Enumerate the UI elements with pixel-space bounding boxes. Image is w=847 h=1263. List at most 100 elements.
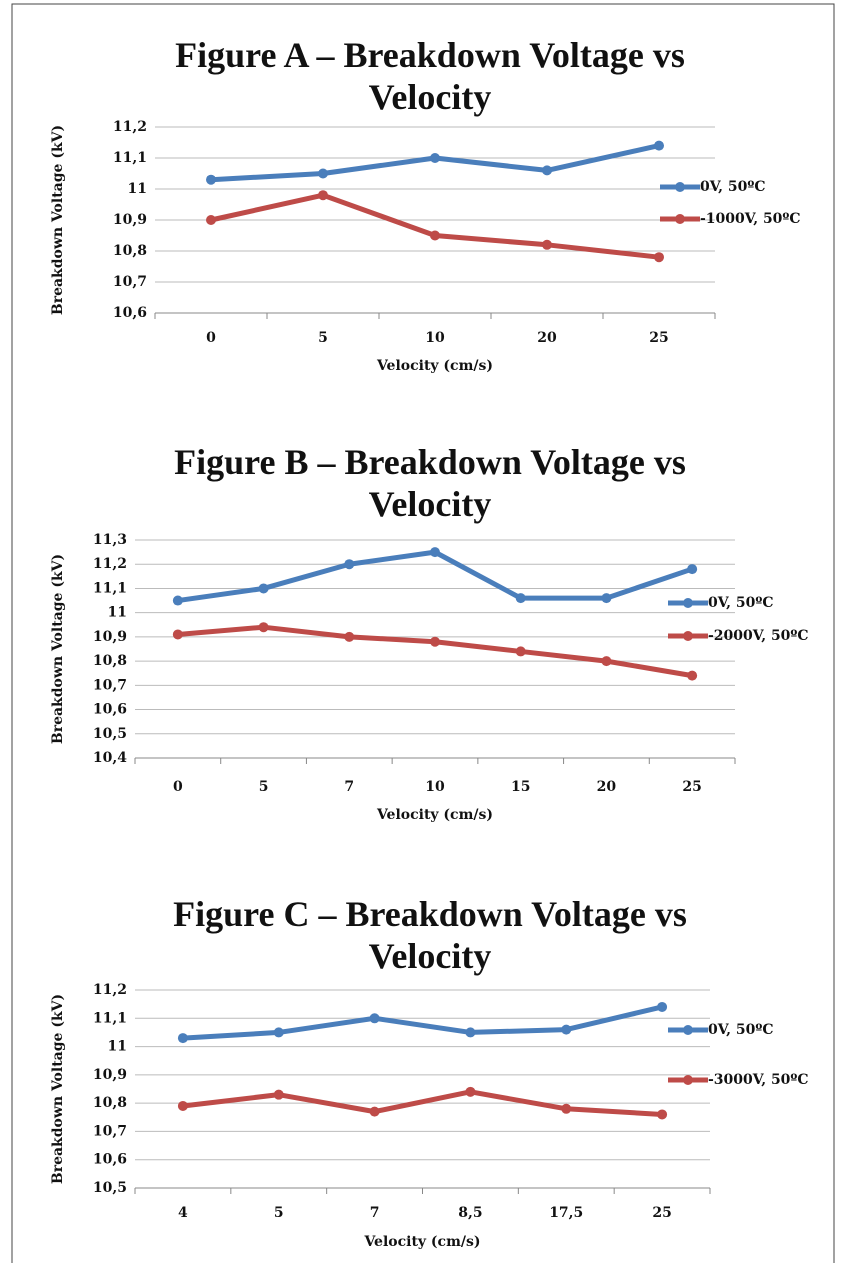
point bbox=[344, 559, 355, 570]
y-tick-label: 10,9 bbox=[93, 1067, 127, 1083]
y-tick-label: 11 bbox=[108, 605, 127, 621]
point bbox=[657, 1109, 668, 1120]
x-tick-label: 5 bbox=[318, 330, 328, 346]
chart-title: Figure B – Breakdown Voltage vs Velocity bbox=[174, 442, 686, 524]
point bbox=[601, 593, 612, 604]
y-tick-label: 11,1 bbox=[113, 150, 147, 166]
x-tick-label: 7 bbox=[370, 1205, 380, 1221]
x-tick-label: 0 bbox=[206, 330, 216, 346]
x-tick-label: 15 bbox=[511, 779, 530, 795]
x-tick-label: 5 bbox=[274, 1205, 284, 1221]
y-tick-label: 11,2 bbox=[113, 119, 147, 135]
legend-label: -3000V, 50ºC bbox=[708, 1072, 809, 1088]
legend-marker bbox=[675, 214, 685, 224]
point bbox=[465, 1086, 476, 1097]
y-tick-label: 10,5 bbox=[93, 726, 127, 742]
point bbox=[430, 636, 440, 647]
point bbox=[430, 547, 440, 558]
legend-label: -2000V, 50ºC bbox=[708, 628, 809, 644]
y-tick-label: 10,5 bbox=[93, 1180, 127, 1196]
legend-marker bbox=[683, 598, 693, 608]
series-line bbox=[182, 1004, 663, 1041]
y-tick-label: 10,8 bbox=[113, 243, 147, 259]
y-tick-label: 11 bbox=[108, 1039, 127, 1055]
x-tick-label: 17,5 bbox=[549, 1205, 583, 1221]
point bbox=[561, 1024, 572, 1035]
y-tick-label: 11,1 bbox=[93, 580, 127, 596]
point bbox=[369, 1013, 380, 1024]
x-tick-label: 0 bbox=[173, 779, 183, 795]
y-tick-label: 10,7 bbox=[93, 1123, 127, 1139]
point bbox=[369, 1106, 380, 1117]
y-tick-label: 11,2 bbox=[93, 556, 127, 572]
y-tick-label: 11 bbox=[128, 181, 147, 197]
x-tick-label: 20 bbox=[597, 779, 617, 795]
point bbox=[542, 239, 552, 250]
point bbox=[561, 1103, 572, 1114]
point bbox=[172, 595, 183, 606]
x-tick-label: 8,5 bbox=[458, 1205, 482, 1221]
point bbox=[206, 215, 216, 225]
series-line bbox=[182, 1089, 663, 1117]
y-axis-label: Breakdown Voltage (kV) bbox=[50, 125, 66, 315]
point bbox=[172, 629, 183, 640]
y-tick-label: 10,7 bbox=[113, 274, 147, 290]
legend-marker bbox=[675, 182, 685, 192]
series-line bbox=[177, 624, 693, 679]
point bbox=[601, 656, 612, 667]
chart-title: Figure C – Breakdown Voltage vs Velocity bbox=[173, 894, 687, 976]
x-tick-label: 25 bbox=[652, 1205, 671, 1221]
x-axis-label: Velocity (cm/s) bbox=[376, 358, 493, 374]
frame bbox=[11, 3, 835, 1263]
x-tick-label: 10 bbox=[425, 779, 445, 795]
x-tick-label: 10 bbox=[425, 330, 445, 346]
point bbox=[177, 1100, 188, 1111]
y-axis-label: Breakdown Voltage (kV) bbox=[50, 554, 66, 744]
point bbox=[430, 153, 440, 163]
y-tick-label: 10,4 bbox=[93, 750, 127, 766]
point bbox=[318, 168, 328, 179]
point bbox=[206, 174, 216, 185]
x-axis-label: Velocity (cm/s) bbox=[363, 1234, 480, 1250]
point bbox=[515, 593, 526, 604]
y-tick-label: 10,7 bbox=[93, 677, 127, 693]
legend-marker bbox=[683, 1025, 693, 1035]
point bbox=[318, 190, 328, 201]
y-tick-label: 10,8 bbox=[93, 653, 127, 669]
y-tick-label: 10,6 bbox=[93, 1152, 127, 1168]
series-line bbox=[177, 549, 693, 604]
point bbox=[273, 1089, 284, 1100]
y-axis-label: Breakdown Voltage (kV) bbox=[50, 994, 66, 1184]
point bbox=[515, 646, 526, 657]
point bbox=[273, 1027, 284, 1038]
x-tick-label: 4 bbox=[178, 1205, 188, 1221]
point bbox=[258, 583, 269, 594]
point bbox=[430, 230, 440, 241]
point bbox=[177, 1033, 188, 1044]
point bbox=[344, 631, 355, 642]
chart-title: Figure A – Breakdown Voltage vs Velocity bbox=[175, 35, 685, 117]
y-tick-label: 11,2 bbox=[93, 982, 127, 998]
point bbox=[654, 252, 664, 263]
x-tick-label: 20 bbox=[537, 330, 557, 346]
series-line bbox=[210, 192, 660, 260]
legend-label: 0V, 50ºC bbox=[708, 595, 774, 611]
y-tick-label: 11,3 bbox=[93, 532, 127, 548]
point bbox=[687, 670, 698, 681]
legend-marker bbox=[683, 631, 693, 641]
point bbox=[465, 1027, 476, 1038]
point bbox=[258, 622, 269, 633]
legend-label: 0V, 50ºC bbox=[700, 179, 766, 195]
point bbox=[542, 165, 552, 176]
x-tick-label: 7 bbox=[344, 779, 354, 795]
y-tick-label: 10,9 bbox=[113, 212, 147, 228]
y-tick-label: 10,8 bbox=[93, 1095, 127, 1111]
x-tick-label: 25 bbox=[682, 779, 701, 795]
y-tick-label: 11,1 bbox=[93, 1010, 127, 1026]
point bbox=[654, 140, 664, 151]
x-axis-label: Velocity (cm/s) bbox=[376, 807, 493, 823]
legend-label: -1000V, 50ºC bbox=[700, 211, 801, 227]
y-tick-label: 10,6 bbox=[93, 702, 127, 718]
x-tick-label: 5 bbox=[259, 779, 269, 795]
